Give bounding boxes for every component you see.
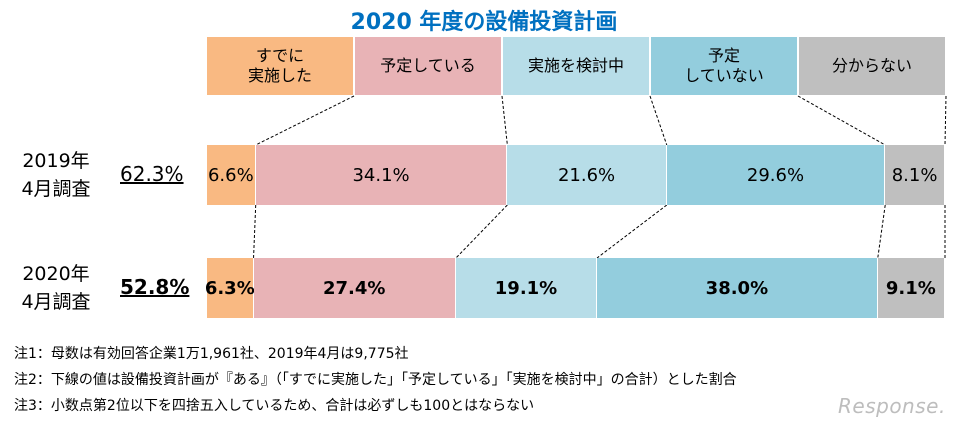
bar-segment-2-5: 9.1%: [877, 258, 945, 318]
note-1: 注1：母数は有効回答企業1万1,961社、2019年4月は9,775社: [14, 346, 409, 362]
legend-item-3: 実施を検討中: [502, 36, 650, 96]
bar-segment-1-2: 34.1%: [255, 145, 508, 205]
connector-top-5: [944, 95, 947, 146]
connector-mid-1: [253, 204, 257, 259]
connector-top-3: [649, 95, 668, 146]
note-3: 注3：小数点第2位以下を四捨五入しているため、合計は必ずしも100とはならない: [14, 398, 535, 414]
legend-item-2: 予定している: [354, 36, 502, 96]
note-2: 注2：下線の値は設備投資計画が『ある』（「すでに実施した」「予定している」「実施…: [14, 372, 737, 388]
legend-item-5: 分からない: [798, 36, 946, 96]
bar-segment-1-4: 29.6%: [666, 145, 886, 205]
bar-segment-2-4: 38.0%: [597, 258, 878, 318]
row-label-2: 2020年 4月調査: [21, 263, 91, 313]
row-label-1: 2019年 4月調査: [21, 150, 91, 200]
bar-segment-1-3: 21.6%: [507, 145, 667, 205]
bar-segment-1-1: 6.6%: [207, 145, 256, 205]
connector-mid-2: [455, 204, 508, 259]
connector-mid-4: [877, 204, 886, 259]
response-logo: Response.: [838, 394, 946, 418]
total-percentage-2: 52.8%: [120, 275, 190, 299]
legend-item-1: すでに 実施した: [206, 36, 354, 96]
bar-segment-2-1: 6.3%: [205, 258, 255, 318]
connector-top-2: [501, 95, 508, 146]
connector-top-4: [797, 95, 886, 146]
total-percentage-1: 62.3%: [120, 162, 184, 186]
connector-top-1: [255, 95, 355, 146]
bar-segment-2-2: 27.4%: [253, 258, 456, 318]
connector-mid-3: [596, 204, 668, 259]
bar-segment-1-5: 8.1%: [885, 145, 945, 205]
legend-item-4: 予定 していない: [650, 36, 798, 96]
bar-segment-2-3: 19.1%: [455, 258, 598, 318]
chart-title: 2020 年度の設備投資計画: [350, 10, 618, 35]
